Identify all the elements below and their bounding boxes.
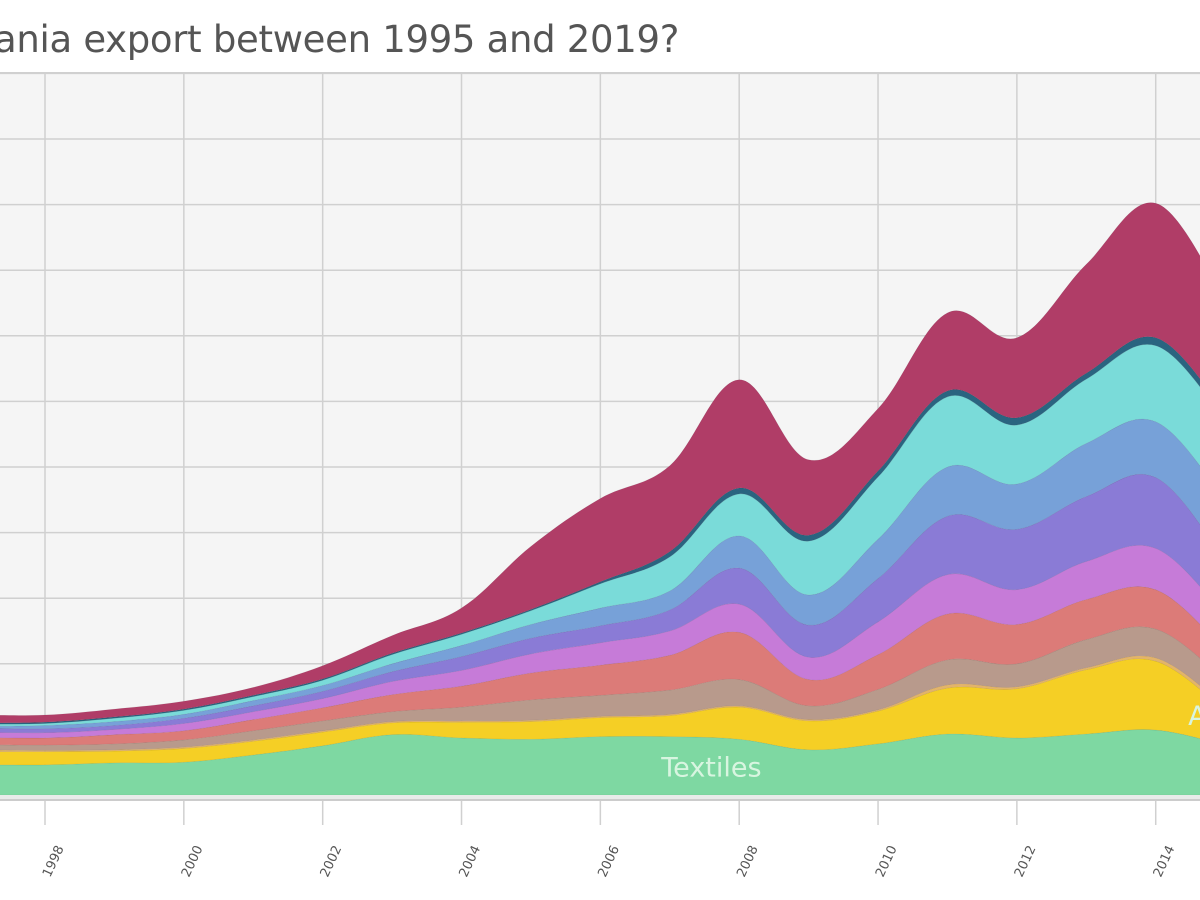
x-tick-label: 2002 xyxy=(318,843,346,879)
area-label-textiles: Textiles xyxy=(660,753,761,784)
chart-title: ania export between 1995 and 2019? xyxy=(0,18,680,61)
x-tick-label: 2000 xyxy=(179,843,207,879)
x-tick-label: 2014 xyxy=(1151,843,1179,879)
x-tick-label: 2004 xyxy=(457,843,485,879)
x-tick-label: 2012 xyxy=(1012,843,1040,879)
x-axis-band xyxy=(0,795,1200,800)
area-series-11[interactable] xyxy=(0,202,1200,724)
areas xyxy=(0,202,1200,801)
area-series-7[interactable] xyxy=(0,473,1200,734)
x-tick-label: 2006 xyxy=(595,843,623,879)
x-axis: 1998 2000 2002 2004 2006 2008 2010 2012 2014 xyxy=(40,843,1178,879)
area-series-8[interactable] xyxy=(0,418,1200,730)
area-series-10[interactable] xyxy=(0,336,1200,725)
annotations: Textiles A xyxy=(660,701,1200,784)
x-tick-label: 2010 xyxy=(873,843,901,879)
area-series-9[interactable] xyxy=(0,344,1200,727)
x-tick-label: 2008 xyxy=(734,843,762,879)
x-tick-label: 1998 xyxy=(40,843,68,879)
area-label-a: A xyxy=(1188,701,1200,732)
area-series-6[interactable] xyxy=(0,544,1200,739)
